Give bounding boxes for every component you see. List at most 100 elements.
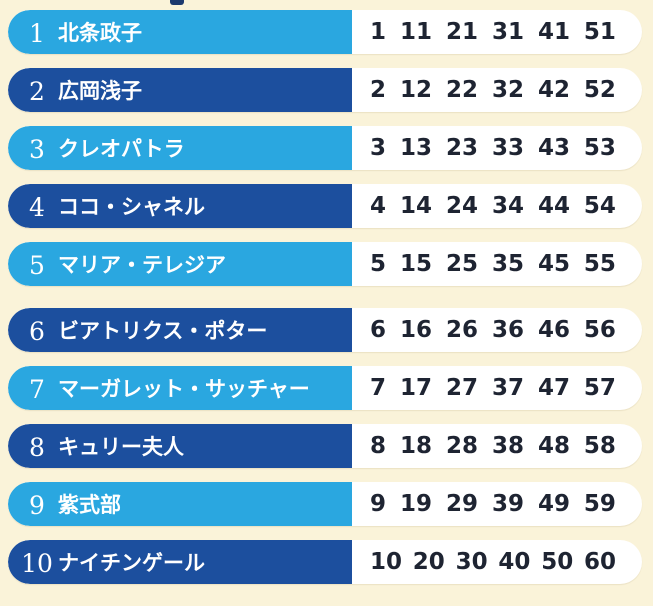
lottery-number: 16 (399, 316, 432, 343)
name-bar: 5 マリア・テレジア (8, 242, 352, 286)
lottery-number: 51 (583, 18, 616, 45)
lottery-number: 36 (491, 316, 524, 343)
lottery-number: 27 (445, 374, 478, 401)
person-name: 広岡浅子 (58, 79, 142, 103)
lottery-number: 2 (370, 76, 387, 103)
rank-number: 5 (29, 250, 45, 280)
lottery-number: 14 (399, 192, 432, 219)
rank-number: 6 (29, 316, 45, 346)
person-name: ビアトリクス・ポター (58, 319, 268, 343)
lottery-number: 44 (537, 192, 570, 219)
number-cells: 3 13 23 33 43 53 (352, 126, 642, 170)
lottery-number: 31 (491, 18, 524, 45)
number-cells: 9 19 29 39 49 59 (352, 482, 642, 526)
lottery-number: 53 (583, 134, 616, 161)
person-name: マリア・テレジア (58, 253, 226, 277)
lottery-number: 54 (583, 192, 616, 219)
lottery-number: 42 (537, 76, 570, 103)
lottery-number: 18 (399, 432, 432, 459)
number-cells: 8 18 28 38 48 58 (352, 424, 642, 468)
table-row: 9 紫式部 9 19 29 39 49 59 (8, 482, 642, 526)
lottery-number: 48 (537, 432, 570, 459)
name-bar: 1 北条政子 (8, 10, 352, 54)
lottery-number: 55 (583, 250, 616, 277)
rank-number: 7 (29, 374, 45, 404)
table-row: 5 マリア・テレジア 5 15 25 35 45 55 (8, 242, 642, 286)
lottery-number: 37 (491, 374, 524, 401)
name-bar: 2 広岡浅子 (8, 68, 352, 112)
lottery-number: 57 (583, 374, 616, 401)
lottery-number: 52 (583, 76, 616, 103)
lottery-number: 12 (399, 76, 432, 103)
number-cells: 4 14 24 34 44 54 (352, 184, 642, 228)
name-bar: 10 ナイチンゲール (8, 540, 352, 584)
person-name: ココ・シャネル (58, 195, 205, 219)
lottery-number: 11 (399, 18, 432, 45)
table-row: 8 キュリー夫人 8 18 28 38 48 58 (8, 424, 642, 468)
lottery-number: 9 (370, 490, 387, 517)
person-name: 北条政子 (58, 21, 142, 45)
lottery-number: 35 (491, 250, 524, 277)
name-bar: 7 マーガレット・サッチャー (8, 366, 352, 410)
lottery-number: 39 (491, 490, 524, 517)
lottery-number: 25 (445, 250, 478, 277)
lottery-number: 19 (399, 490, 432, 517)
cropped-text-fragment (170, 0, 184, 5)
lottery-number: 22 (445, 76, 478, 103)
lottery-number: 40 (498, 548, 531, 575)
lottery-number: 50 (541, 548, 574, 575)
table-row: 4 ココ・シャネル 4 14 24 34 44 54 (8, 184, 642, 228)
number-cells: 5 15 25 35 45 55 (352, 242, 642, 286)
lottery-number: 29 (445, 490, 478, 517)
rank-number: 3 (29, 134, 45, 164)
table-row: 2 広岡浅子 2 12 22 32 42 52 (8, 68, 642, 112)
lottery-number: 21 (445, 18, 478, 45)
lottery-number: 59 (583, 490, 616, 517)
lottery-number: 28 (445, 432, 478, 459)
lottery-number: 38 (491, 432, 524, 459)
rank-number: 9 (29, 490, 45, 520)
lottery-number: 3 (370, 134, 387, 161)
person-name: キュリー夫人 (58, 435, 184, 459)
lottery-number: 7 (370, 374, 387, 401)
lottery-number: 30 (455, 548, 488, 575)
lottery-number: 45 (537, 250, 570, 277)
number-cells: 1 11 21 31 41 51 (352, 10, 642, 54)
lottery-number: 4 (370, 192, 387, 219)
rank-number: 1 (29, 18, 45, 48)
lottery-number: 33 (491, 134, 524, 161)
name-bar: 8 キュリー夫人 (8, 424, 352, 468)
lottery-number: 43 (537, 134, 570, 161)
table-row: 3 クレオパトラ 3 13 23 33 43 53 (8, 126, 642, 170)
person-name: 紫式部 (58, 493, 121, 517)
lottery-number: 10 (370, 548, 403, 575)
person-name: ナイチンゲール (58, 551, 205, 575)
number-cells: 7 17 27 37 47 57 (352, 366, 642, 410)
lottery-number: 17 (399, 374, 432, 401)
lottery-number: 5 (370, 250, 387, 277)
table-row: 10 ナイチンゲール 10 20 30 40 50 60 (8, 540, 642, 584)
number-cells: 10 20 30 40 50 60 (352, 540, 642, 584)
lottery-number: 47 (537, 374, 570, 401)
table-row: 6 ビアトリクス・ポター 6 16 26 36 46 56 (8, 308, 642, 352)
name-number-table: 1 北条政子 1 11 21 31 41 51 2 広岡浅子 2 12 22 32 42 52 3 … (8, 10, 642, 598)
lottery-number: 56 (583, 316, 616, 343)
rank-number: 8 (29, 432, 45, 462)
number-cells: 6 16 26 36 46 56 (352, 308, 642, 352)
name-bar: 4 ココ・シャネル (8, 184, 352, 228)
lottery-number: 23 (445, 134, 478, 161)
lottery-number: 8 (370, 432, 387, 459)
rank-number: 2 (29, 76, 45, 106)
rank-number: 4 (29, 192, 45, 222)
person-name: クレオパトラ (58, 137, 185, 161)
name-bar: 9 紫式部 (8, 482, 352, 526)
name-bar: 6 ビアトリクス・ポター (8, 308, 352, 352)
lottery-number: 13 (399, 134, 432, 161)
lottery-number: 49 (537, 490, 570, 517)
table-row: 7 マーガレット・サッチャー 7 17 27 37 47 57 (8, 366, 642, 410)
lottery-number: 15 (399, 250, 432, 277)
number-cells: 2 12 22 32 42 52 (352, 68, 642, 112)
lottery-number: 41 (537, 18, 570, 45)
lottery-number: 34 (491, 192, 524, 219)
